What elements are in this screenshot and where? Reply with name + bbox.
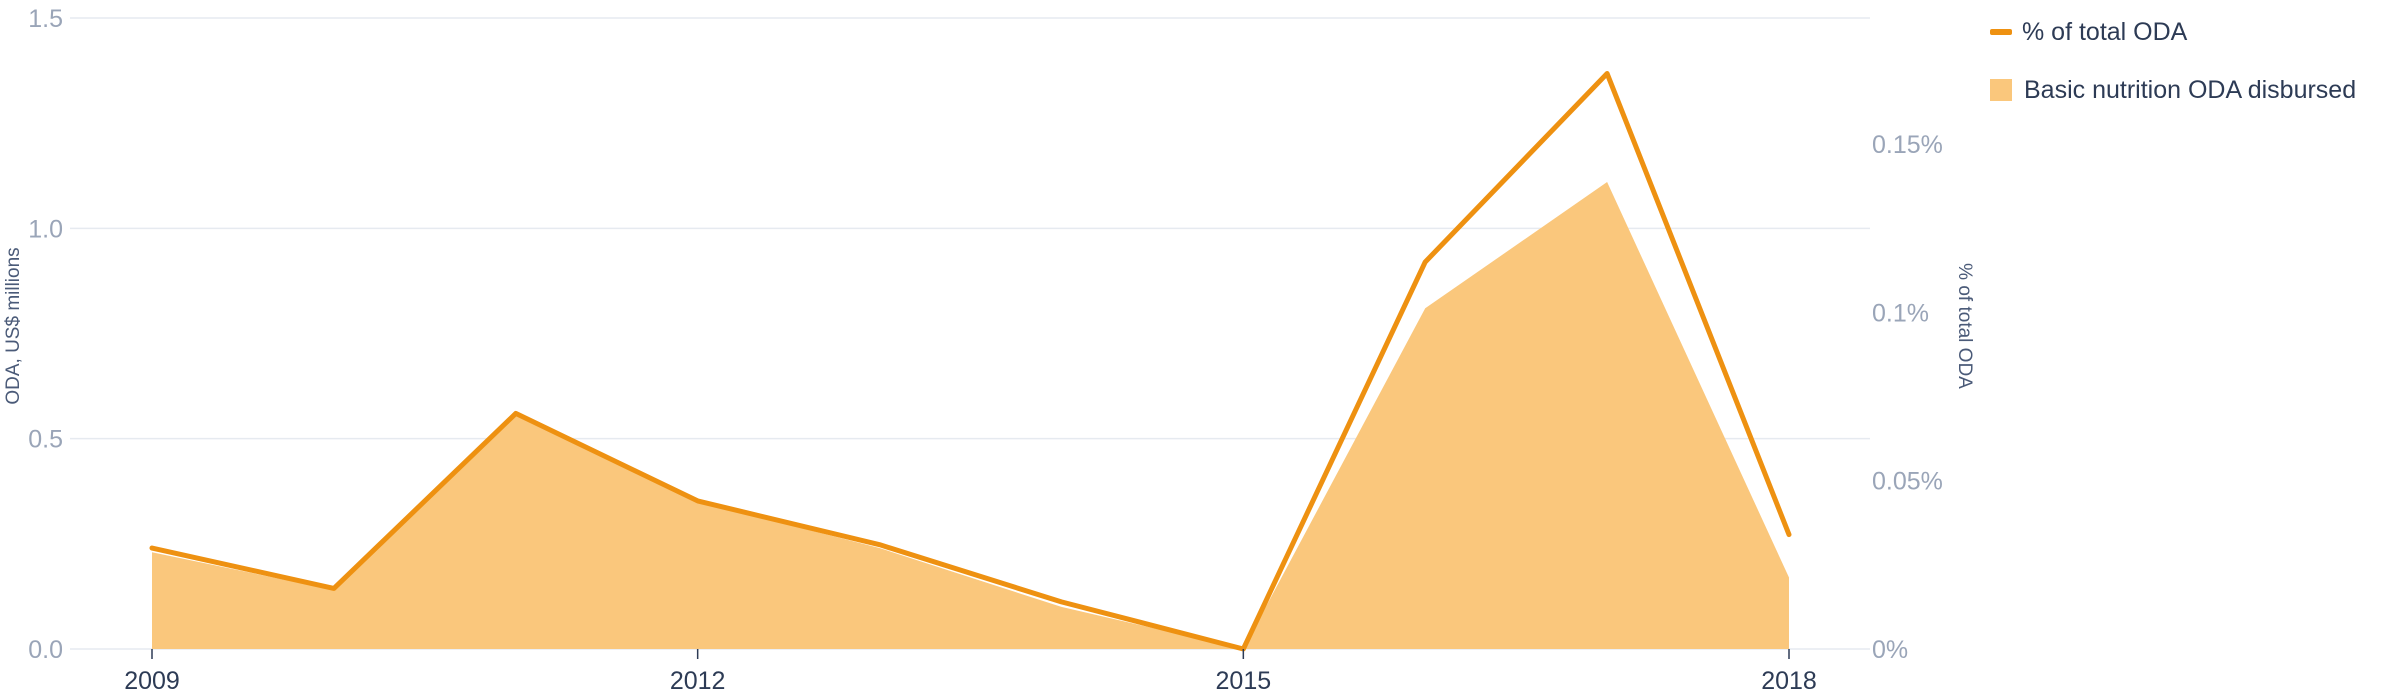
y-left-tick-label: 1.5 [28, 5, 63, 33]
legend-line-swatch [1990, 29, 2012, 35]
line-percent-total-oda [149, 71, 1792, 652]
legend-item-area[interactable]: Basic nutrition ODA disbursed [1990, 70, 2356, 110]
area-series [151, 181, 1790, 650]
x-axis-ticks: 2009 2012 2015 2018 [124, 649, 1817, 695]
legend-label-line: % of total ODA [2022, 17, 2188, 46]
x-tick-label: 2012 [670, 667, 726, 695]
y-right-tick-label: 0.05% [1872, 468, 1943, 496]
line-series [149, 71, 1792, 652]
right-axis-ticks: 0% 0.05% 0.1% 0.15% [1872, 131, 1943, 664]
legend-label-area: Basic nutrition ODA disbursed [2024, 75, 2357, 104]
left-axis-ticks: 0.0 0.5 1.0 1.5 [28, 5, 63, 664]
y-left-tick-label: 1.0 [28, 215, 63, 243]
x-tick-label: 2015 [1216, 667, 1272, 695]
y-left-tick-label: 0.5 [28, 426, 63, 454]
legend-area-swatch [1990, 79, 2012, 101]
y-axis-right-title: % of total ODA [1954, 263, 1975, 389]
x-tick-label: 2018 [1761, 667, 1817, 695]
x-tick-label: 2009 [124, 667, 180, 695]
legend-item-line[interactable]: % of total ODA [1990, 12, 2356, 52]
y-right-tick-label: 0% [1872, 636, 1908, 664]
y-axis-left-title: ODA, US$ millions [3, 247, 24, 404]
legend: % of total ODA Basic nutrition ODA disbu… [1990, 12, 2356, 128]
y-left-tick-label: 0.0 [28, 636, 63, 664]
y-right-tick-label: 0.15% [1872, 131, 1943, 159]
y-right-tick-label: 0.1% [1872, 299, 1929, 327]
area-fill-basic-nutrition [152, 182, 1789, 649]
